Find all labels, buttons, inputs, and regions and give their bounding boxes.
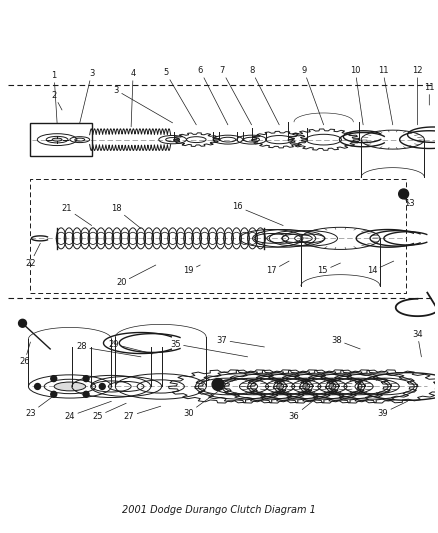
Text: 1: 1 xyxy=(52,71,57,123)
Text: 30: 30 xyxy=(183,391,218,418)
Text: 17: 17 xyxy=(266,261,289,276)
Circle shape xyxy=(51,376,57,382)
Circle shape xyxy=(99,384,105,390)
Text: 7: 7 xyxy=(219,66,251,125)
Text: 15: 15 xyxy=(318,263,340,276)
Circle shape xyxy=(51,391,57,397)
Text: 21: 21 xyxy=(62,204,92,225)
Text: 6: 6 xyxy=(198,66,228,125)
Text: 20: 20 xyxy=(116,265,156,287)
Text: 19: 19 xyxy=(183,265,200,276)
Text: 29: 29 xyxy=(108,340,153,354)
Text: 22: 22 xyxy=(25,243,40,268)
Circle shape xyxy=(18,319,26,327)
Text: 36: 36 xyxy=(289,397,319,421)
Text: 8: 8 xyxy=(249,66,279,125)
Text: 4: 4 xyxy=(131,69,136,127)
Text: 38: 38 xyxy=(331,336,360,349)
Text: 28: 28 xyxy=(77,343,141,357)
Text: 24: 24 xyxy=(65,401,111,421)
Text: 39: 39 xyxy=(378,401,408,418)
Text: 37: 37 xyxy=(216,336,265,347)
Circle shape xyxy=(212,378,224,390)
Text: 23: 23 xyxy=(25,393,57,418)
Text: 13: 13 xyxy=(404,198,415,208)
Circle shape xyxy=(83,391,89,397)
Text: 11: 11 xyxy=(424,83,434,105)
Text: 26: 26 xyxy=(19,342,30,366)
Text: 10: 10 xyxy=(350,66,363,125)
Circle shape xyxy=(399,189,409,199)
Text: 2001 Dodge Durango Clutch Diagram 1: 2001 Dodge Durango Clutch Diagram 1 xyxy=(122,505,316,515)
Text: 35: 35 xyxy=(170,340,247,357)
Text: 16: 16 xyxy=(233,202,283,225)
Text: 11: 11 xyxy=(378,66,393,125)
Circle shape xyxy=(35,384,41,390)
Text: 34: 34 xyxy=(412,329,423,357)
Text: 18: 18 xyxy=(111,204,141,229)
Circle shape xyxy=(83,376,89,382)
Text: 3: 3 xyxy=(113,86,173,123)
Text: 25: 25 xyxy=(92,403,126,421)
Ellipse shape xyxy=(52,138,62,141)
Text: 2: 2 xyxy=(52,91,62,110)
Text: 12: 12 xyxy=(412,66,423,125)
Text: 9: 9 xyxy=(301,66,324,125)
Text: 27: 27 xyxy=(124,406,161,421)
Text: 5: 5 xyxy=(163,68,196,125)
Text: 14: 14 xyxy=(367,261,394,276)
Ellipse shape xyxy=(54,382,86,391)
Text: 3: 3 xyxy=(80,69,94,123)
